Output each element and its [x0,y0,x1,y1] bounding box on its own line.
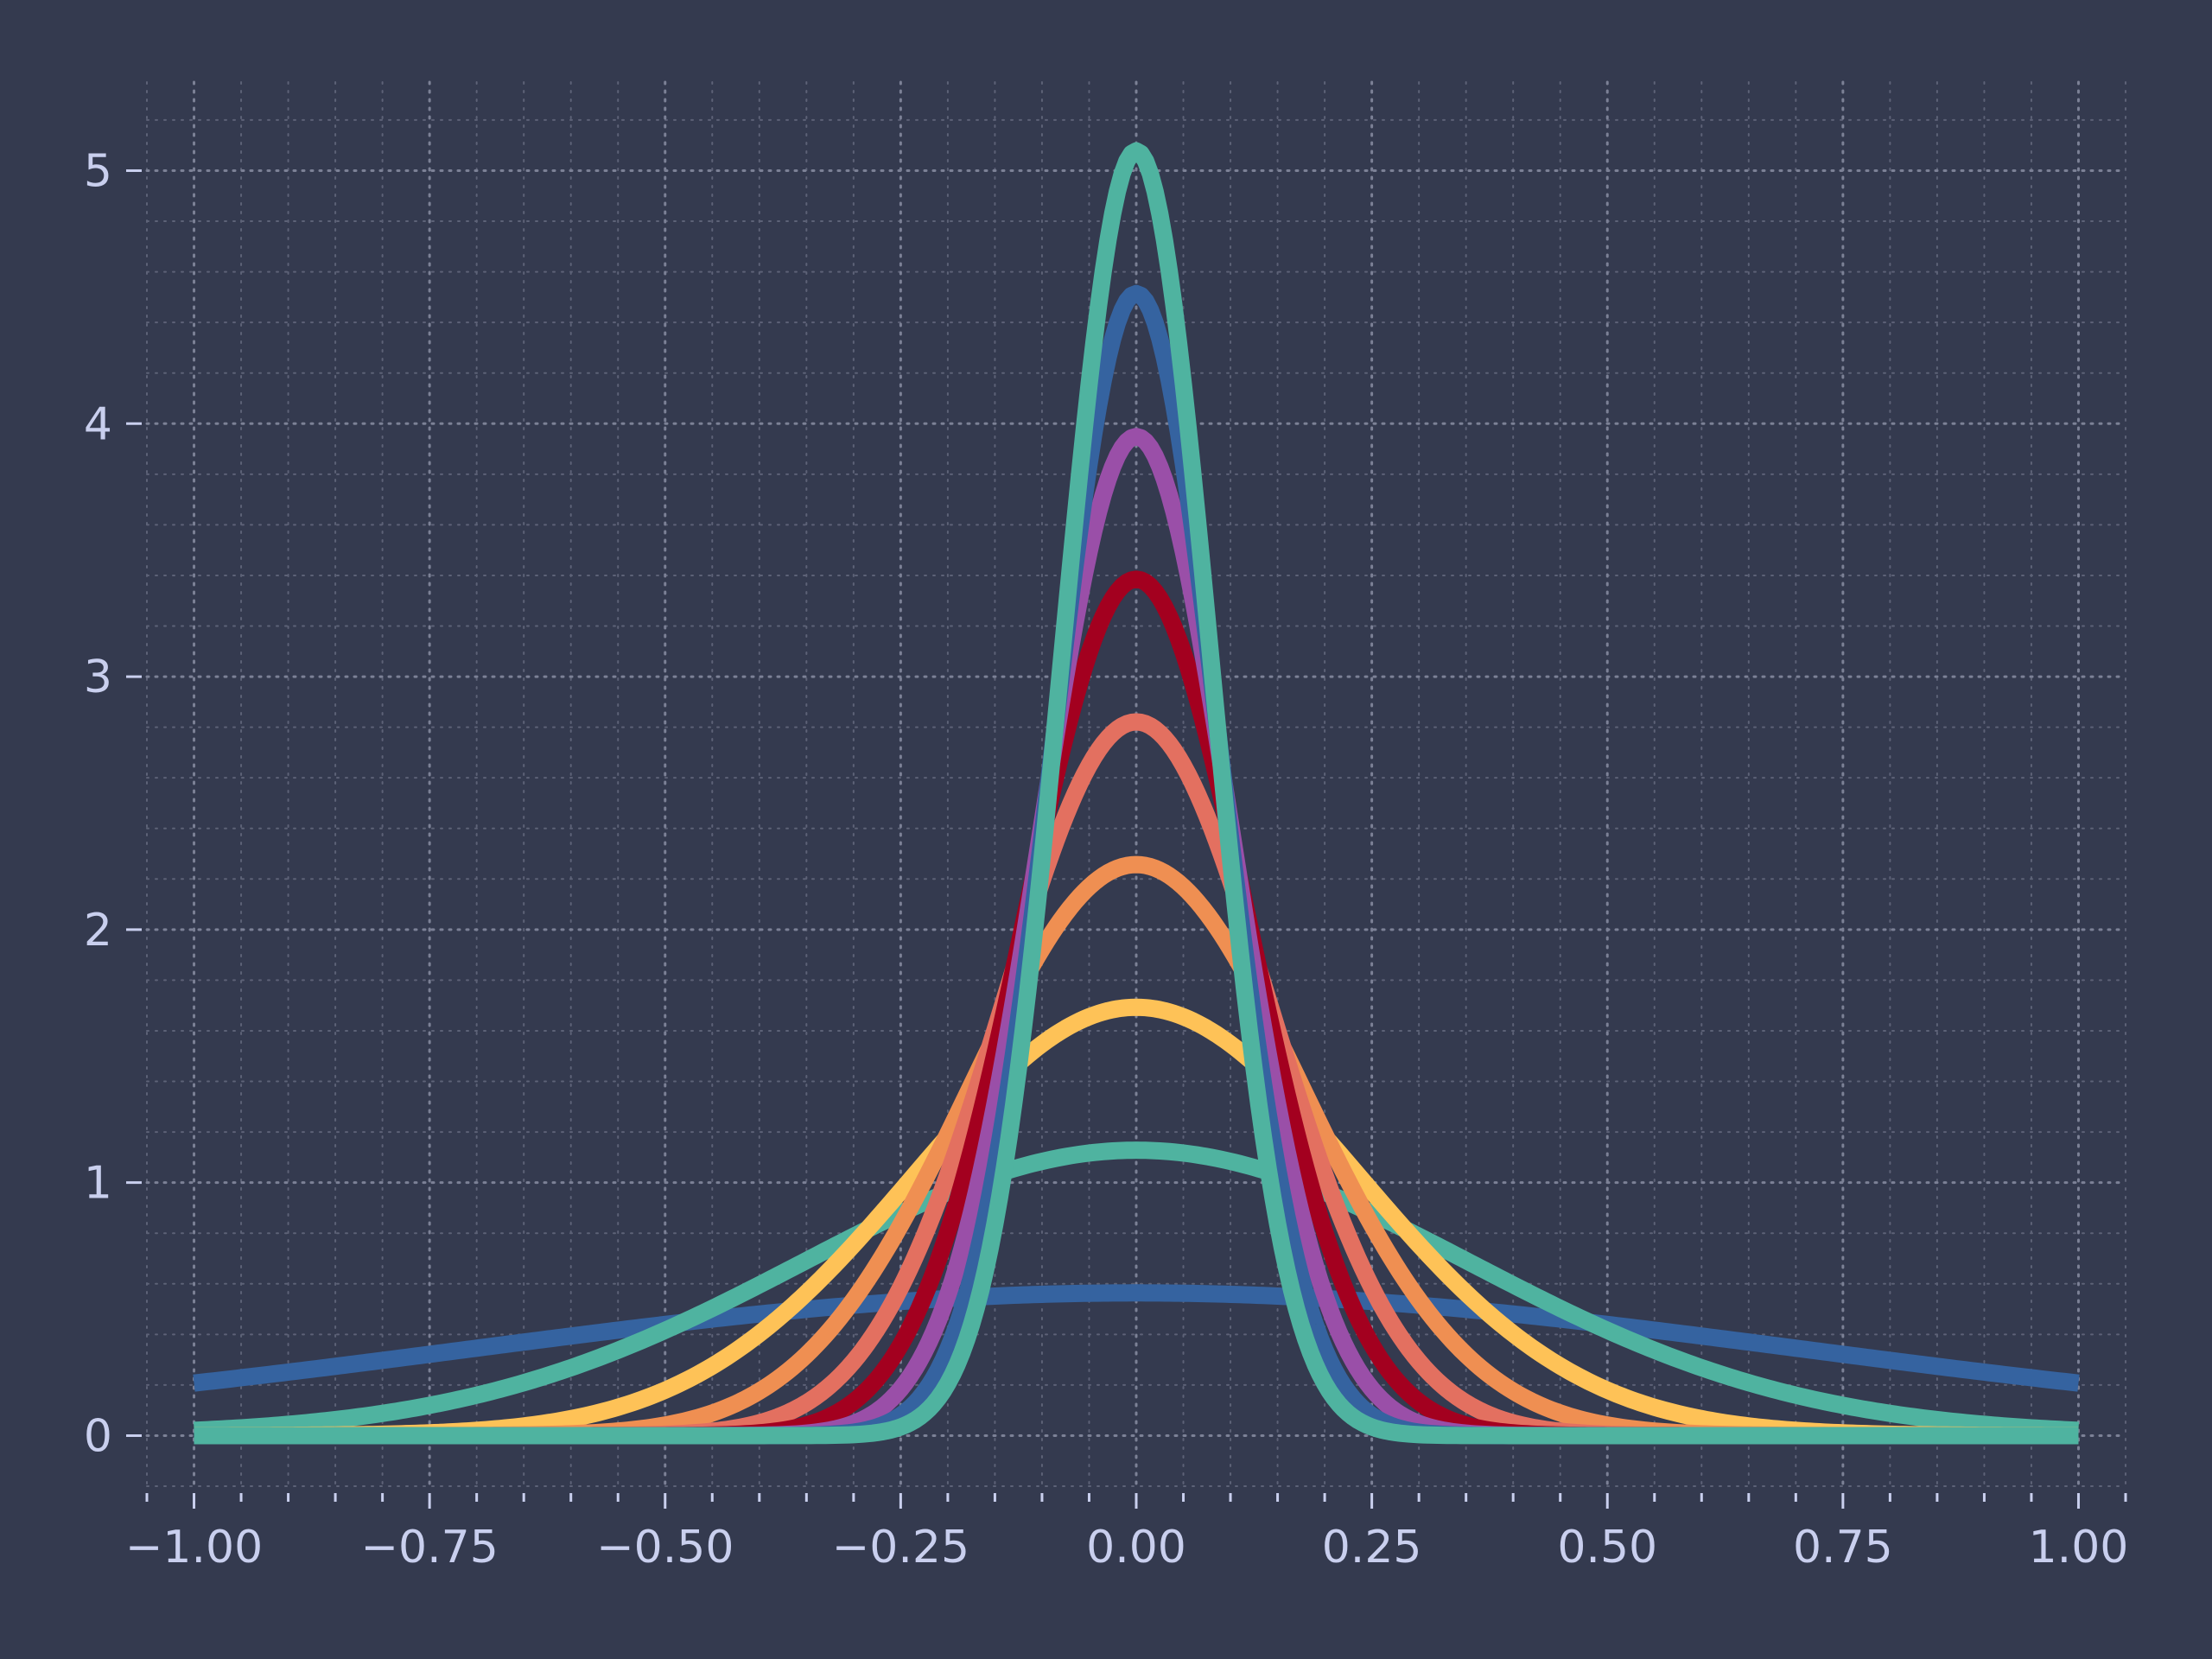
plot-area [189,142,2083,1445]
y-tick-label: 5 [84,145,112,197]
series-line-9 [189,142,2083,1445]
x-tick-label: −1.00 [125,1522,263,1573]
y-tick-label: 4 [84,398,112,450]
x-tick-label: −0.75 [360,1522,498,1573]
x-tick-label: −0.25 [832,1522,969,1573]
series-line-2 [189,1141,2083,1440]
axis-ticks: −1.00 −0.75 −0.50 −0.25 0.00 0.25 0.50 0.75 1.00… [84,145,2128,1573]
x-tick-label: −0.50 [596,1522,734,1573]
x-tick-label: 0.50 [1557,1522,1657,1573]
series-line-1 [189,1284,2083,1392]
y-tick-label: 0 [84,1410,112,1462]
y-tick-label: 1 [84,1158,112,1210]
x-tick-label: 1.00 [2029,1522,2129,1573]
y-tick-label: 3 [84,652,112,703]
x-tick-label: 0.00 [1086,1522,1186,1573]
x-tick-label: 0.75 [1793,1522,1893,1573]
x-tick-label: 0.25 [1322,1522,1422,1573]
y-tick-label: 2 [84,905,112,957]
